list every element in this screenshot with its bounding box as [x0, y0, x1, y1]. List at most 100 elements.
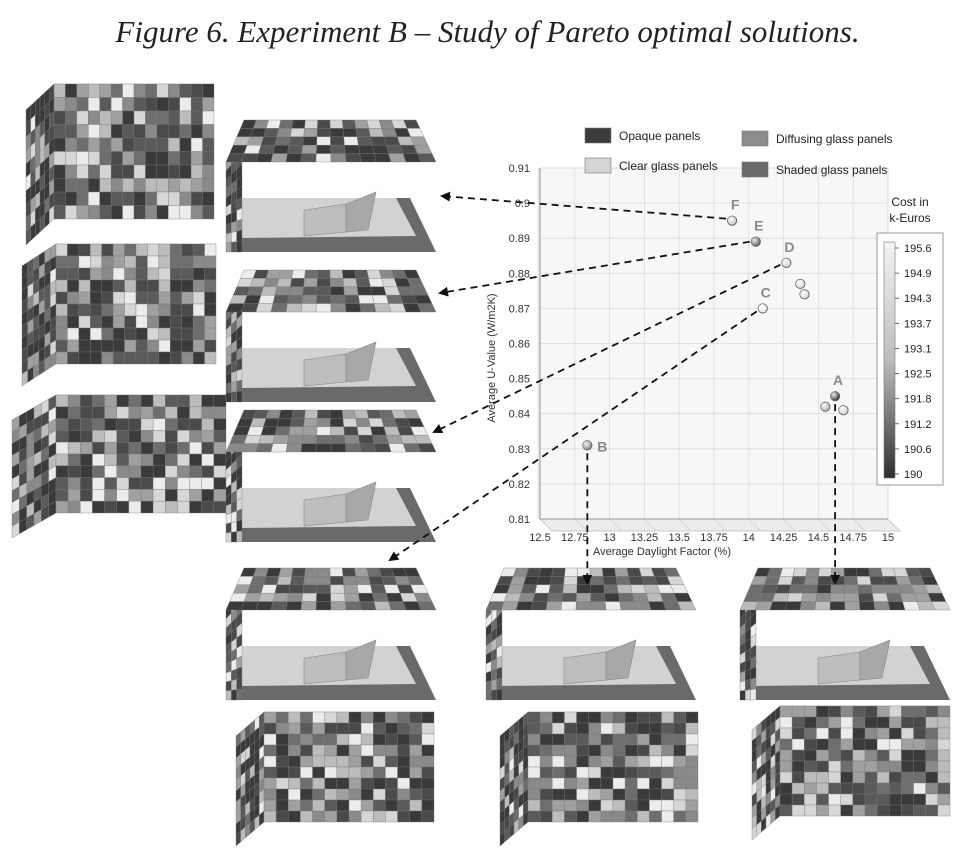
- panel-cell: [152, 489, 166, 502]
- panel-cell: [856, 576, 872, 585]
- panel-cell: [288, 584, 304, 594]
- panel-cell: [147, 291, 160, 305]
- panel-cell: [852, 771, 866, 784]
- panel-cell: [302, 286, 318, 296]
- panel-cell: [122, 164, 135, 179]
- panel-cell: [275, 788, 289, 801]
- panel-cell: [366, 409, 382, 419]
- panel-cell: [65, 205, 78, 220]
- panel-cell: [409, 788, 423, 801]
- panel-cell: [791, 760, 805, 773]
- open-model-A: [739, 567, 951, 701]
- panel-cell: [67, 279, 80, 293]
- panel-cell: [88, 110, 100, 125]
- panel-cell: [170, 267, 182, 281]
- panel-cell: [815, 593, 831, 602]
- panel-cell: [288, 799, 301, 812]
- panel-cell: [539, 744, 553, 757]
- panel-cell: [520, 584, 538, 594]
- panel-cell: [240, 601, 259, 611]
- panel-cell: [889, 782, 902, 795]
- panel-cell: [300, 810, 313, 823]
- panel-cell: [236, 688, 243, 701]
- panel-cell: [324, 744, 338, 757]
- panel-cell: [225, 690, 232, 701]
- panel-cell: [373, 711, 386, 724]
- panel-cell: [243, 295, 262, 304]
- panel-cell: [301, 435, 317, 444]
- panel-cell: [189, 442, 202, 455]
- panel-cell: [213, 418, 227, 431]
- panel-cell: [661, 810, 674, 823]
- panel-cell: [67, 303, 80, 317]
- panel-cell: [88, 164, 100, 179]
- panel-cell: [92, 406, 105, 419]
- panel-cell: [53, 191, 66, 206]
- panel-cell: [600, 799, 614, 812]
- panel-cell: [385, 788, 398, 801]
- panel-cell: [179, 124, 192, 139]
- panel-cell: [156, 164, 169, 179]
- panel-cell: [104, 418, 117, 431]
- panel-cell: [288, 286, 304, 296]
- panel-cell: [750, 688, 757, 701]
- x-floor-gridline: [609, 518, 622, 532]
- panel-cell: [168, 97, 180, 112]
- panel-cell: [78, 315, 91, 329]
- panel-cell: [852, 760, 866, 773]
- panel-cell: [101, 315, 114, 329]
- panel-cell: [901, 749, 914, 762]
- panel-cell: [287, 435, 303, 444]
- panel-cell: [181, 303, 194, 317]
- panel-cell: [804, 738, 817, 751]
- panel-cell: [263, 278, 280, 287]
- panel-cell: [360, 766, 374, 779]
- panel-cell: [685, 711, 699, 724]
- panel-cell: [496, 677, 503, 690]
- panel-cell: [90, 327, 102, 341]
- panel-cell: [275, 777, 289, 790]
- panel-cell: [128, 394, 142, 407]
- panel-cell: [485, 690, 492, 701]
- panel-cell: [600, 766, 614, 779]
- panel-cell: [330, 128, 344, 137]
- panel-cell: [168, 124, 180, 139]
- panel-cell: [368, 128, 385, 137]
- panel-cell: [201, 453, 215, 466]
- panel-cell: [270, 303, 288, 313]
- panel-cell: [564, 722, 577, 735]
- data-point-highlight: [799, 289, 810, 299]
- panel-cell: [246, 426, 264, 436]
- panel-cell: [272, 593, 290, 602]
- panel-cell: [804, 782, 817, 795]
- panel-cell: [179, 83, 192, 98]
- panel-cell: [901, 705, 914, 718]
- panel-cell: [213, 477, 227, 490]
- panel-cell: [303, 128, 318, 137]
- panel-cell: [876, 705, 890, 718]
- colorbar-ticks: 195.6 194.9 194.3 193.7 193.1 192.5 191.8 191.2…: [895, 243, 932, 481]
- panel-cell: [588, 722, 602, 735]
- model-partition: [303, 651, 347, 685]
- panel-cell: [290, 576, 305, 585]
- panel-cell: [552, 744, 565, 757]
- panel-cell: [661, 766, 674, 779]
- panel-cell: [181, 327, 194, 341]
- panel-cell: [78, 351, 91, 365]
- panel-cell: [630, 584, 647, 594]
- panel-cell: [104, 406, 117, 419]
- panel-cell: [784, 601, 802, 611]
- panel-cell: [552, 755, 565, 768]
- panel-cell: [300, 711, 313, 724]
- panel-cell: [774, 584, 792, 594]
- panel-cell: [857, 584, 873, 594]
- panel-cell: [343, 426, 359, 436]
- panel-cell: [265, 567, 282, 577]
- panel-cell: [288, 810, 301, 823]
- panel-cell: [135, 327, 148, 341]
- panel-cell: [624, 711, 638, 724]
- panel-cell: [534, 584, 551, 594]
- panel-cell: [80, 489, 93, 502]
- panel-cell: [275, 722, 289, 735]
- panel-cell: [564, 788, 577, 801]
